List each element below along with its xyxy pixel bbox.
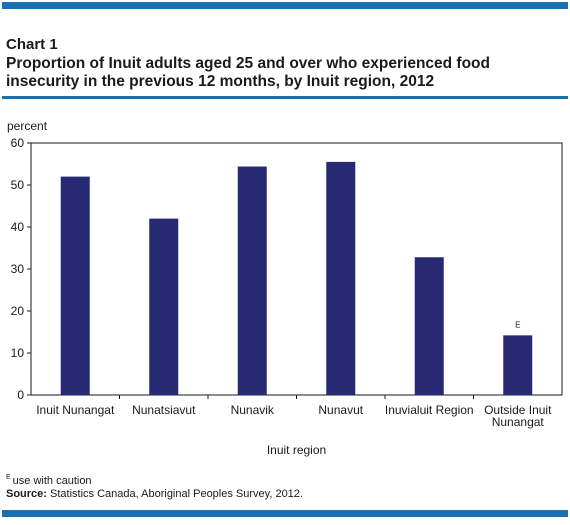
top-rule: [2, 2, 568, 9]
title-rule: [2, 96, 568, 99]
x-axis-label: Inuit region: [267, 443, 326, 457]
bar: [149, 218, 179, 395]
y-tick-label: 0: [17, 388, 24, 402]
footnote-symbol: E: [6, 474, 11, 481]
y-tick-label: 20: [11, 304, 25, 318]
data-quality-flag: E: [515, 320, 520, 329]
x-tick-label: Nunatsiavut: [132, 403, 196, 417]
bar: [503, 335, 533, 395]
bar: [237, 166, 267, 395]
source-text: Statistics Canada, Aboriginal Peoples Su…: [50, 488, 303, 500]
chart-number: Chart 1: [6, 36, 58, 53]
source-label: Source:: [6, 488, 47, 500]
x-tick-label: Outside Inuit: [484, 403, 552, 417]
source-line: Source: Statistics Canada, Aboriginal Pe…: [6, 488, 303, 500]
y-tick-label: 40: [11, 220, 25, 234]
x-tick-label: Nunavik: [231, 403, 275, 417]
x-tick-label: Inuvialuit Region: [385, 403, 474, 417]
footnote-text: use with caution: [12, 475, 92, 487]
chart-title: Proportion of Inuit adults aged 25 and o…: [6, 55, 490, 90]
bar: [326, 161, 356, 395]
y-tick-label: 50: [11, 178, 25, 192]
y-tick-label: 60: [11, 136, 25, 150]
x-tick-label: Inuit Nunangat: [36, 403, 115, 417]
bottom-rule: [2, 510, 568, 517]
y-tick-label: 10: [11, 346, 25, 360]
plot-frame: [30, 142, 563, 396]
bar: [60, 176, 90, 395]
x-tick-label: Nunavut: [318, 403, 363, 417]
x-tick-label: Nunangat: [492, 415, 545, 429]
y-tick-label: 30: [11, 262, 25, 276]
bar: [414, 257, 444, 395]
y-axis-label: percent: [7, 119, 48, 133]
